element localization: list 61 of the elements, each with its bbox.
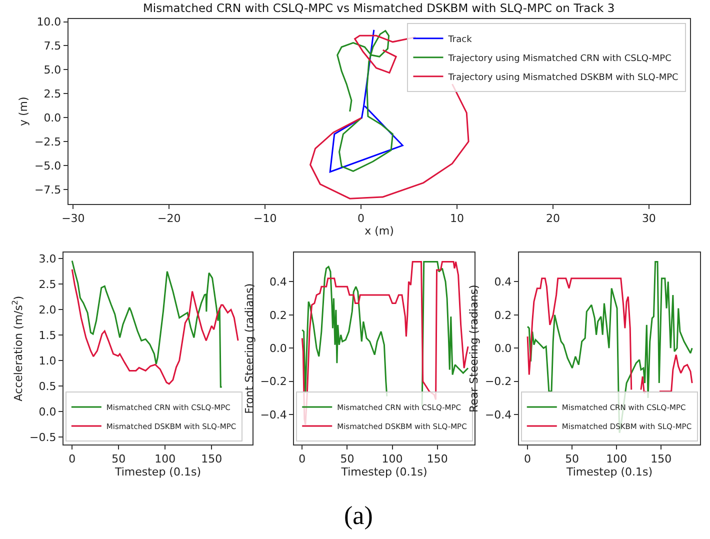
x-axis-title: Timestep (0.1s) (565, 466, 653, 479)
x-tick-label: 50 (340, 452, 354, 466)
x-axis-title: Timestep (0.1s) (114, 466, 202, 479)
chart-title: Mismatched CRN with CSLQ-MPC vs Mismatched DSKBM with SLQ-MPC on Track 3 (143, 1, 615, 15)
x-tick-label: −10 (253, 212, 277, 226)
x-tick-label: 0 (358, 212, 365, 226)
legend-label: Track (447, 34, 473, 45)
x-tick-label: 20 (546, 212, 560, 226)
x-tick-label: −30 (62, 212, 85, 226)
x-tick-label: 150 (201, 452, 222, 466)
x-tick-label: 50 (112, 452, 126, 466)
y-tick-label: −0.2 (484, 375, 512, 388)
y-tick-label: −0.4 (260, 408, 287, 422)
x-tick-label: 100 (382, 452, 403, 466)
y-tick-label: 2.5 (38, 278, 56, 292)
y-tick-label: −0.2 (260, 375, 287, 388)
text: (a) (344, 501, 373, 530)
y-tick-label: 0.4 (269, 276, 287, 289)
line-series (71, 260, 223, 388)
y-tick-label: 10.0 (36, 16, 62, 29)
y-tick-label: 0.0 (44, 111, 62, 124)
y-tick-label: 0.4 (494, 276, 512, 289)
y-tick-label: 0.2 (269, 308, 287, 322)
y-tick-label: 2.5 (44, 88, 62, 101)
y-tick-label: 1.5 (38, 328, 56, 342)
y-tick-label: 0.2 (494, 308, 512, 322)
y-tick-label: −2.5 (34, 135, 62, 148)
y-tick-label: −0.5 (30, 430, 56, 444)
x-tick-label: 0 (298, 452, 306, 466)
x-tick-label: 0 (524, 452, 532, 466)
x-tick-label: 0 (68, 452, 76, 466)
y-axis-title: Front Steering (radians) (242, 283, 256, 414)
y-tick-label: 0.5 (38, 380, 56, 393)
x-tick-label: 50 (565, 452, 580, 466)
y-tick-label: 1.0 (38, 354, 56, 368)
legend-label: Trajectory using Mismatched CRN with CSLQ-MPC (447, 54, 672, 64)
y-tick-label: 0.0 (494, 342, 512, 356)
x-axis-title: x (m) (364, 224, 394, 238)
y-tick-label: 5.0 (44, 64, 62, 77)
x-tick-label: 100 (154, 452, 176, 466)
y-tick-label: 3.0 (38, 252, 56, 266)
x-tick-label: 100 (606, 452, 628, 466)
y-tick-label: 2.0 (38, 303, 56, 316)
y-axis-title: Rear Steering (radians) (468, 284, 481, 413)
y-tick-label: −0.4 (484, 408, 512, 422)
x-tick-label: 150 (650, 452, 672, 466)
y-axis-title: y (m) (17, 96, 30, 126)
line-series (329, 29, 404, 173)
x-tick-label: 150 (426, 452, 448, 466)
line-series (71, 268, 239, 385)
x-tick-label: 30 (642, 212, 656, 226)
y-tick-label: 0.0 (269, 342, 287, 356)
legend-label: Trajectory using Mismatched DSKBM with SLQ-MPC (447, 72, 678, 83)
x-tick-label: 10 (450, 212, 464, 226)
y-tick-label: 7.5 (44, 40, 62, 53)
y-tick-label: −5.0 (34, 159, 62, 172)
y-tick-label: −7.5 (34, 183, 62, 196)
y-tick-label: 0.0 (38, 405, 56, 418)
line-series (336, 30, 394, 172)
x-tick-label: −20 (158, 212, 181, 226)
x-axis-title: Timestep (0.1s) (340, 466, 428, 479)
